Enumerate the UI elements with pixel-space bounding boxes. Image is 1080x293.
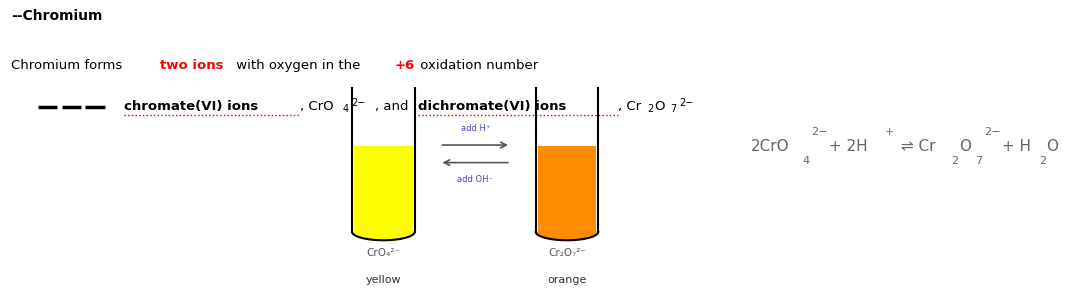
Text: 7: 7	[671, 104, 677, 114]
Text: 2−: 2−	[679, 98, 693, 108]
Text: yellow: yellow	[366, 275, 401, 285]
Text: add H⁺: add H⁺	[460, 125, 490, 133]
Text: , CrO: , CrO	[300, 100, 334, 113]
Text: 2−: 2−	[351, 98, 365, 108]
Text: with oxygen in the: with oxygen in the	[232, 59, 365, 71]
Text: O: O	[1047, 139, 1058, 154]
Text: 2−: 2−	[984, 127, 1000, 137]
Text: 4: 4	[342, 104, 349, 114]
Text: 4: 4	[802, 156, 810, 166]
Text: +: +	[885, 127, 894, 137]
Polygon shape	[538, 232, 596, 240]
Text: dichromate(VI) ions: dichromate(VI) ions	[418, 100, 566, 113]
Text: --Chromium: --Chromium	[11, 9, 103, 23]
Text: + H: + H	[997, 139, 1030, 154]
Text: orange: orange	[548, 275, 586, 285]
Text: CrO₄²⁻: CrO₄²⁻	[366, 248, 401, 258]
Text: Chromium forms: Chromium forms	[11, 59, 126, 71]
Polygon shape	[354, 232, 413, 240]
Text: 2: 2	[951, 156, 959, 166]
FancyBboxPatch shape	[354, 146, 413, 232]
FancyBboxPatch shape	[538, 146, 596, 232]
Text: Cr₂O₇²⁻: Cr₂O₇²⁻	[548, 248, 586, 258]
Text: O: O	[959, 139, 971, 154]
Text: 2−: 2−	[811, 127, 827, 137]
Text: 7: 7	[975, 156, 983, 166]
Text: oxidation number: oxidation number	[416, 59, 538, 71]
Text: , Cr: , Cr	[618, 100, 640, 113]
Text: ⇌ Cr: ⇌ Cr	[896, 139, 936, 154]
Text: 2: 2	[647, 104, 653, 114]
Text: chromate(VI) ions: chromate(VI) ions	[124, 100, 258, 113]
Text: add OH⁻: add OH⁻	[457, 175, 494, 184]
Text: two ions: two ions	[160, 59, 224, 71]
Text: 2: 2	[1039, 156, 1047, 166]
Text: , and: , and	[375, 100, 413, 113]
Text: 2CrO: 2CrO	[751, 139, 789, 154]
Text: O: O	[654, 100, 665, 113]
Text: +6: +6	[394, 59, 415, 71]
Text: + 2H: + 2H	[824, 139, 867, 154]
